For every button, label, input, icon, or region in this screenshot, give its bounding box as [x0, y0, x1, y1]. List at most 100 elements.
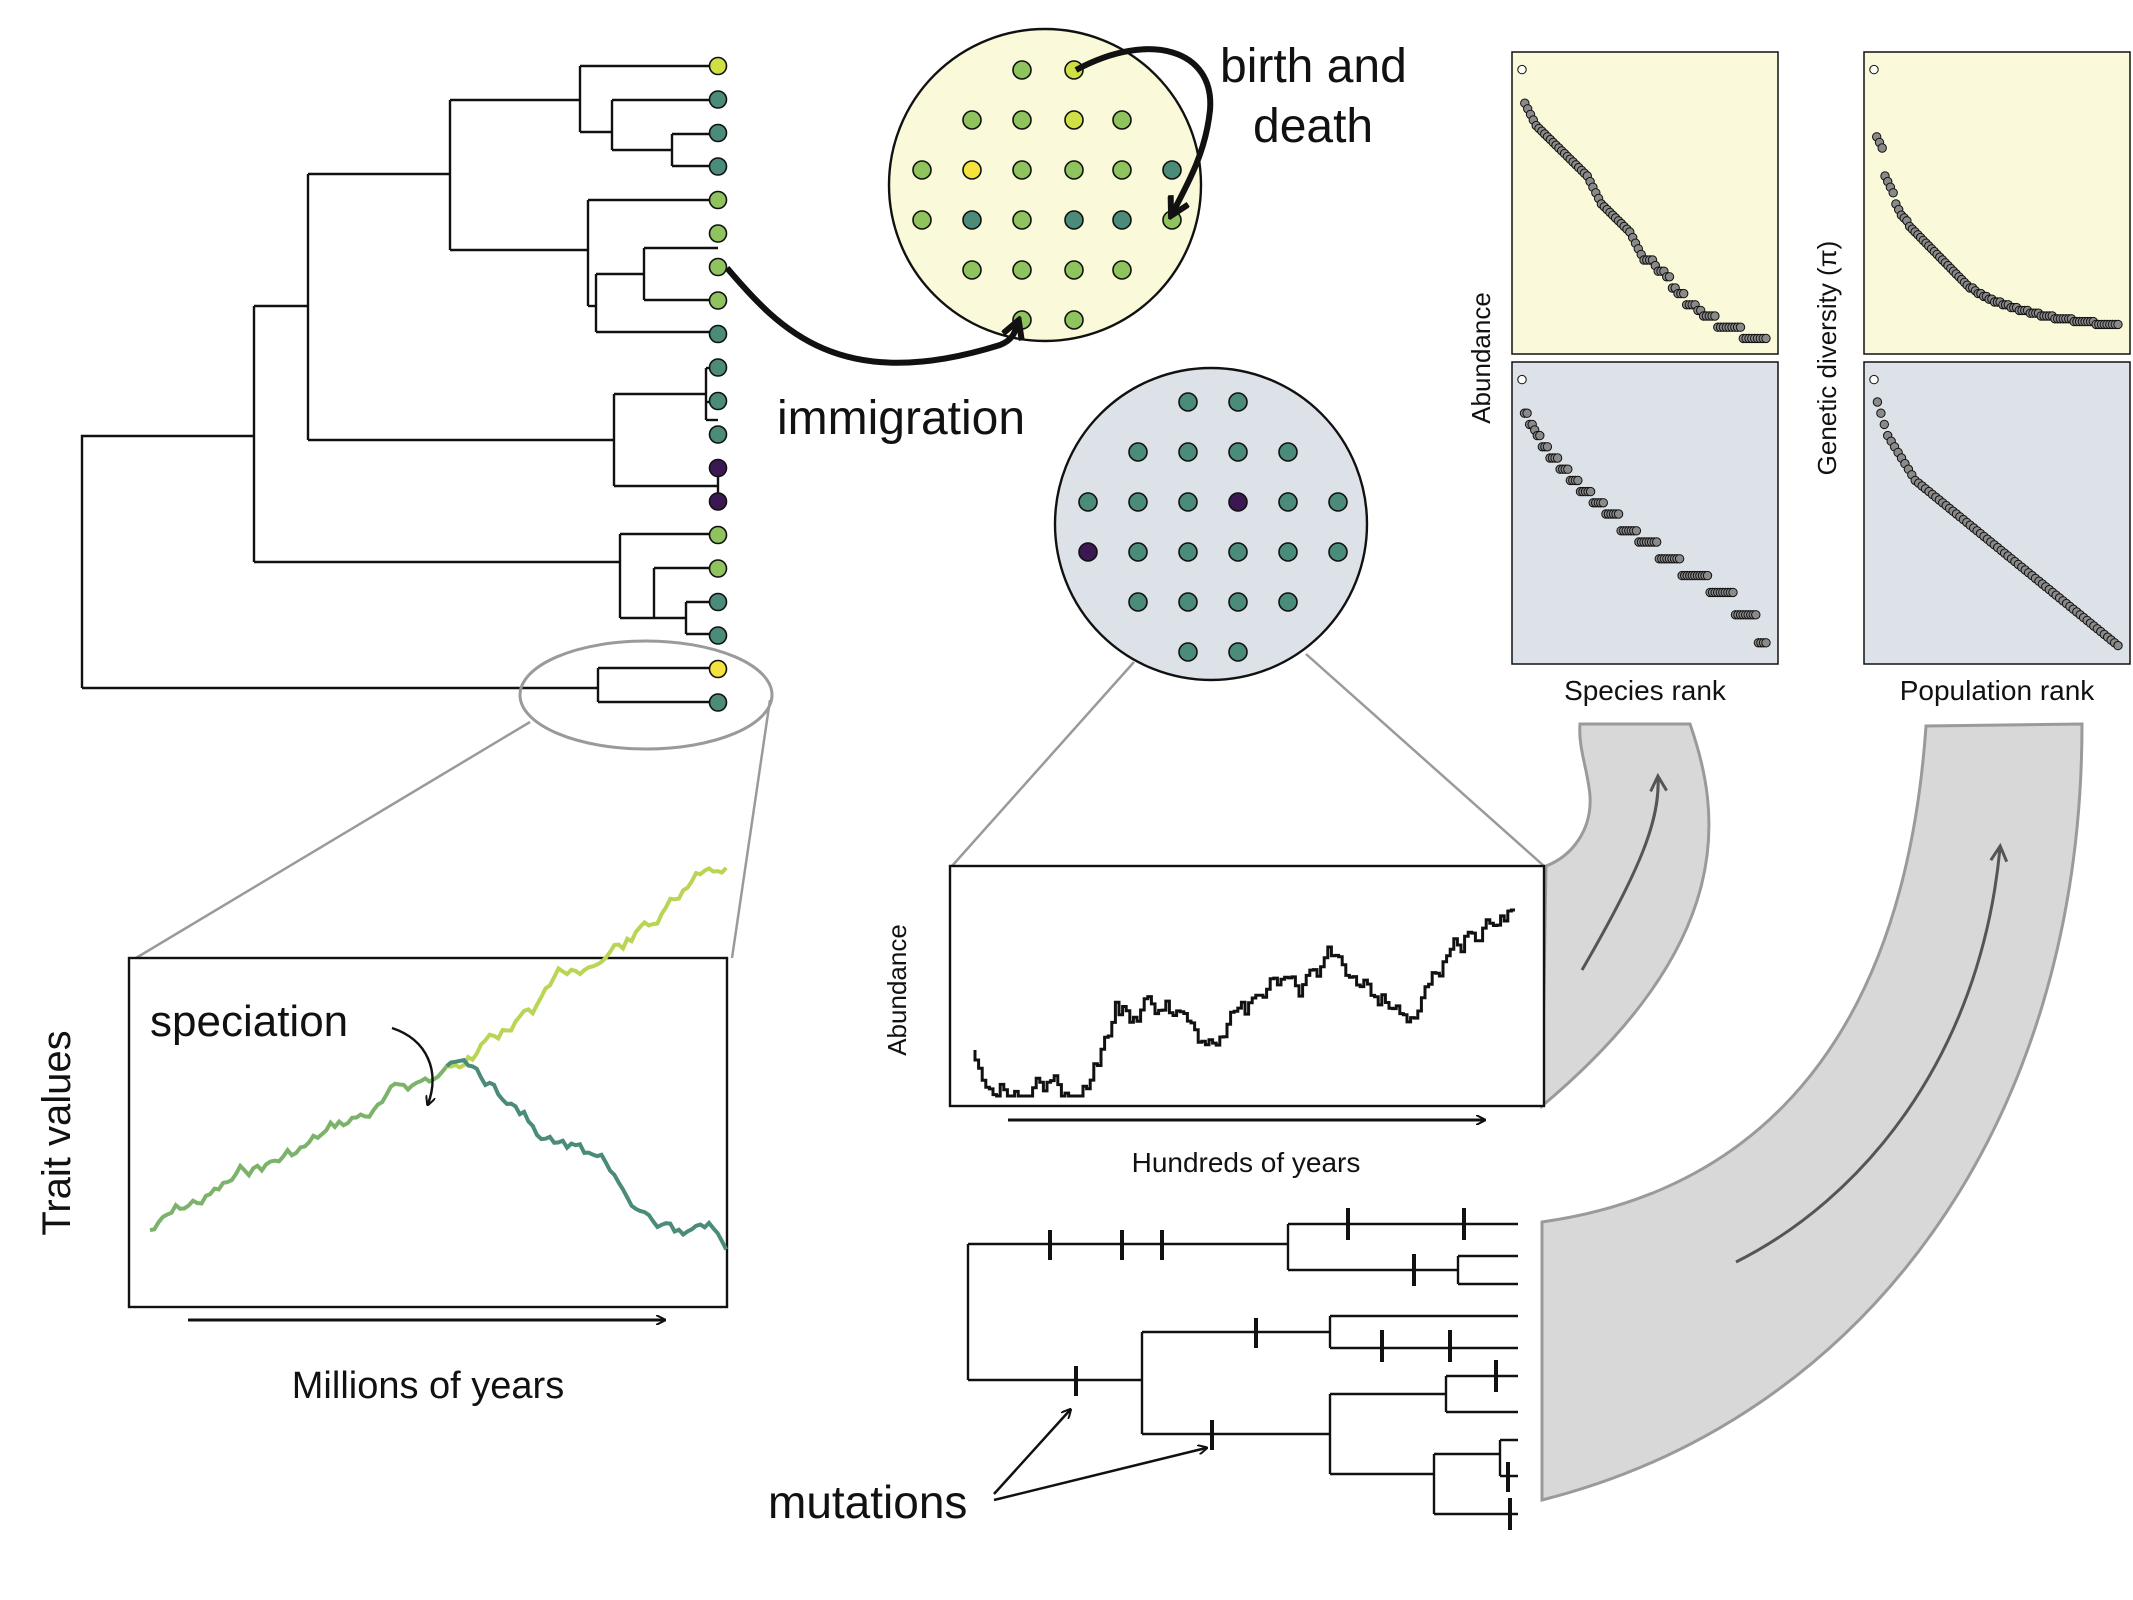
rank-point [1702, 570, 1713, 581]
metacommunity-individual [1278, 442, 1298, 462]
rank-point [1872, 397, 1883, 407]
ribbon-small-arrow [1580, 778, 1658, 971]
phylogeny-tip [708, 123, 728, 143]
rank-point [1869, 64, 1879, 75]
gene-tree [966, 1222, 1518, 1516]
meta-zoom-line-left [951, 661, 1135, 867]
phylogeny-tip [708, 157, 728, 176]
hundreds-of-years-label: Hundreds of years [1132, 1147, 1361, 1178]
phylogeny-tip [708, 626, 728, 645]
phylogeny-tip [708, 659, 728, 679]
phylogeny-tip [708, 693, 728, 712]
phylogeny-tip [708, 425, 728, 444]
phylogeny-tip [708, 525, 728, 545]
meta-zoom-line-right [1305, 653, 1545, 867]
metacommunity-individual [1278, 492, 1298, 512]
metacommunity-individual [1178, 542, 1198, 562]
birth-death-label-1: birth and [1220, 40, 1407, 93]
abundance-rank-panel-yellow [1511, 51, 1779, 355]
rank-point [1535, 430, 1545, 441]
speciation-arrow [391, 1026, 433, 1104]
metacommunity-individual [1228, 492, 1248, 512]
rank-point [2113, 319, 2123, 330]
millions-of-years-label: Millions of years [292, 1365, 564, 1407]
local-individual [1012, 260, 1032, 280]
local-community-individuals [912, 60, 1182, 330]
rank-point [1761, 333, 1771, 344]
metacommunity-individual [1278, 542, 1298, 562]
species-phylogeny [80, 64, 720, 704]
speciation-label: speciation [150, 997, 348, 1046]
rank-point [1869, 374, 1879, 385]
phylogeny-tip [708, 458, 728, 478]
local-individual [962, 160, 982, 180]
local-individual [1012, 60, 1032, 80]
trait-values-label: Trait values [35, 1030, 79, 1235]
mutation-arrow-1 [993, 1410, 1070, 1495]
local-individual [1162, 160, 1182, 180]
genetic-diversity-label: Genetic diversity (π) [1812, 241, 1842, 476]
local-individual [1064, 160, 1084, 180]
rank-point [1613, 509, 1624, 519]
metacommunity-individual [1178, 492, 1198, 512]
lineage-upper [446, 866, 728, 1070]
rank-point [1761, 638, 1771, 648]
phylogeny-tip [708, 358, 728, 377]
metacommunity-individual [1228, 642, 1248, 662]
rank-point [1517, 64, 1527, 75]
phylogeny-tip [708, 391, 728, 411]
metacommunity-individual [1178, 442, 1198, 462]
local-individual [1012, 110, 1032, 130]
metacommunity-individuals [1078, 392, 1348, 662]
metacommunity-individual [1128, 542, 1148, 562]
rank-point [1710, 311, 1720, 321]
rank-point [1888, 188, 1898, 198]
local-individual [1064, 260, 1084, 280]
population-rank-label: Population rank [1900, 675, 2096, 706]
rank-point [1877, 143, 1887, 153]
species-rank-label: Species rank [1564, 675, 1727, 706]
ribbon-large-arrow [1735, 848, 2000, 1264]
rank-point [1573, 475, 1583, 486]
rank-point [1563, 464, 1573, 474]
abundance-rank-label: Abundance [1466, 292, 1496, 424]
abundance-timeseries-panel [948, 864, 1546, 1108]
rank-point [1552, 453, 1563, 463]
rank-point [1522, 408, 1532, 418]
local-individual [1112, 160, 1132, 180]
lineage-lower [445, 1057, 728, 1251]
metacommunity-individual [1078, 492, 1098, 512]
metacommunity-individual [1128, 492, 1148, 512]
rank-point [1652, 537, 1662, 547]
rank-point [1517, 374, 1527, 385]
mutations-label: mutations [768, 1476, 967, 1528]
local-community [887, 27, 1203, 343]
local-individual [1112, 210, 1132, 230]
local-individual [1064, 110, 1084, 130]
rank-point [1598, 498, 1609, 508]
local-individual [962, 260, 982, 280]
phylogeny-tip [708, 291, 728, 310]
ancestral-lineage [149, 1064, 449, 1233]
abundance-ts-label: Abundance [882, 924, 912, 1056]
local-individual [962, 210, 982, 230]
ribbon-small [1540, 722, 1711, 1110]
metacommunity-individual [1228, 542, 1248, 562]
zoom-line-right [730, 699, 772, 959]
ribbon-large [1540, 722, 2084, 1502]
phylogeny-tip [708, 90, 728, 109]
zoom-ellipse [518, 639, 774, 751]
metacommunity-individual [1078, 542, 1098, 562]
local-individual [912, 160, 932, 180]
phylogeny-tip [708, 56, 728, 76]
rank-point [1585, 486, 1596, 497]
rank-point [1751, 610, 1761, 620]
metacommunity [1053, 366, 1369, 682]
metacommunity-individual [1178, 642, 1198, 662]
immigration-label: immigration [777, 392, 1025, 445]
rank-point [1679, 288, 1689, 299]
birth-death-label-2: death [1253, 100, 1373, 153]
metacommunity-individual [1128, 442, 1148, 462]
phylogeny-tip [708, 257, 728, 277]
